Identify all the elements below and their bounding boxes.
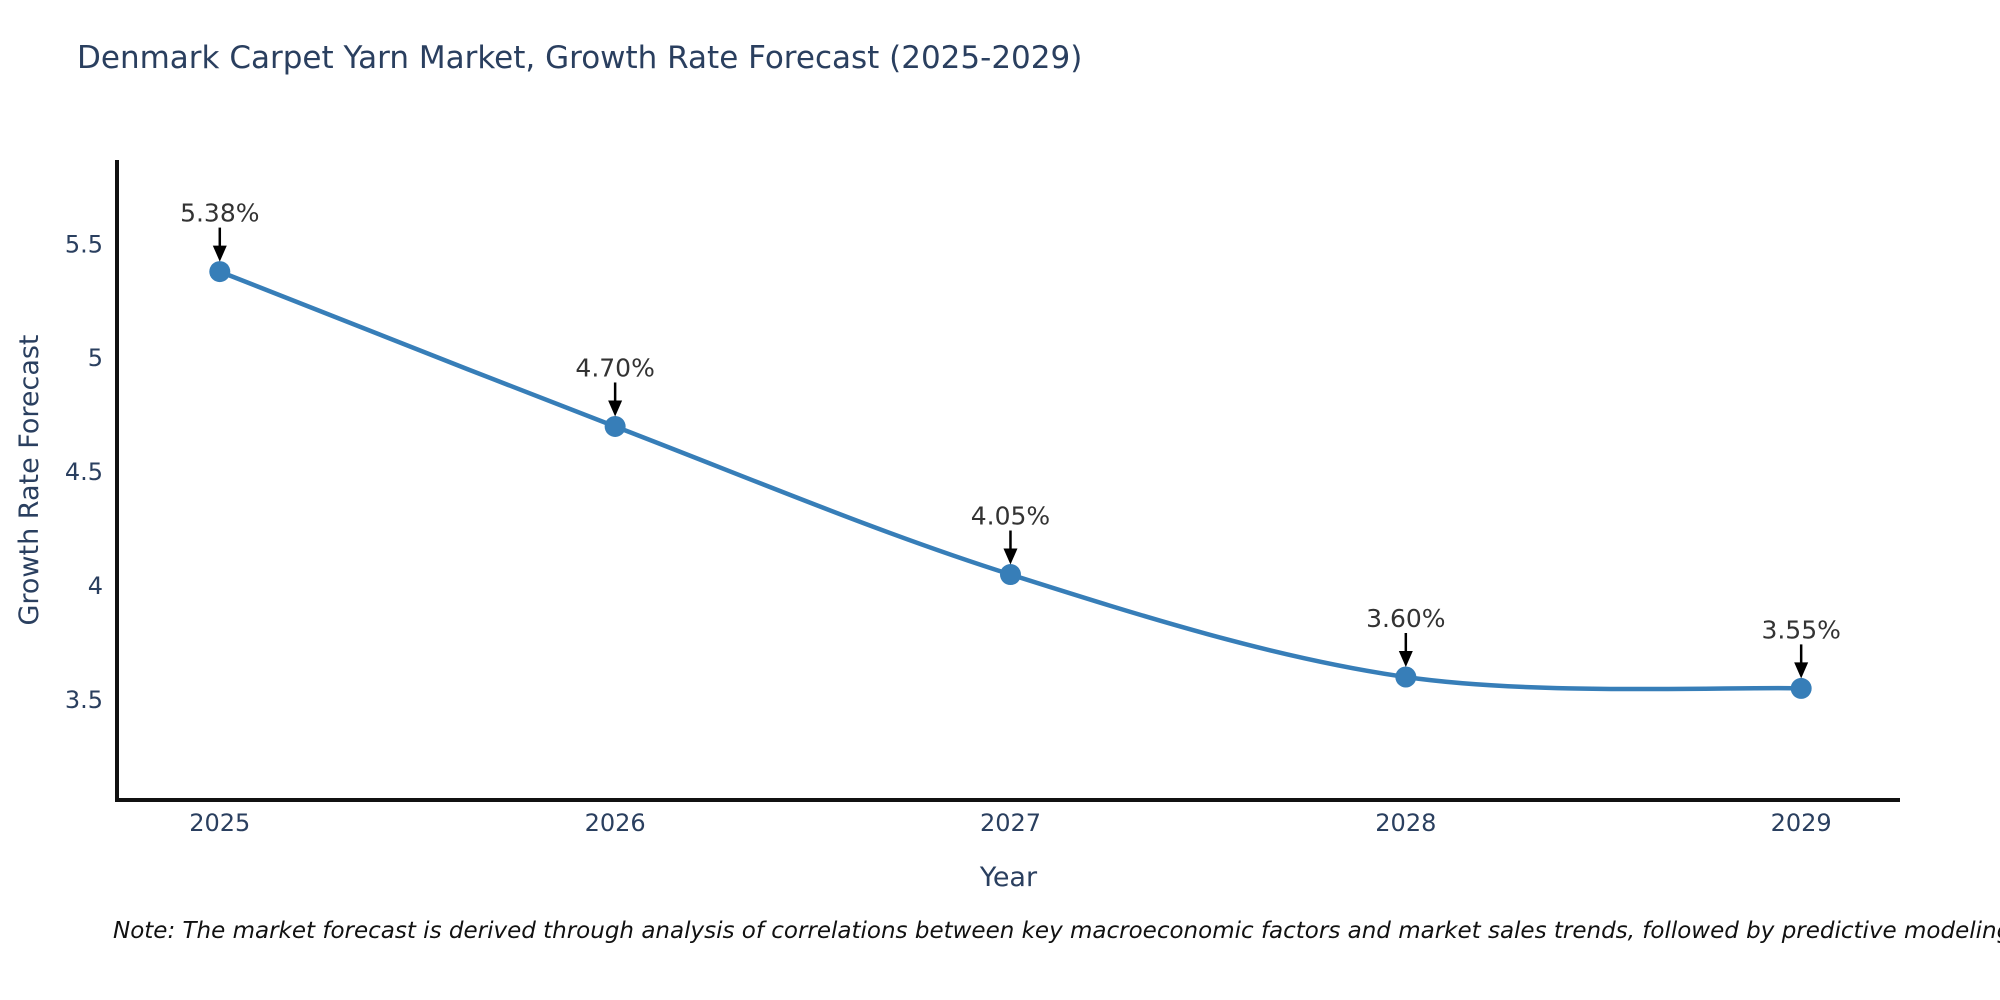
annotation-arrowhead (1794, 662, 1809, 679)
y-tick-label: 4 (88, 572, 103, 600)
footnote: Note: The market forecast is derived thr… (113, 918, 2000, 944)
data-point-marker-2027[interactable] (999, 564, 1021, 586)
point-annotation: 4.05% (971, 502, 1050, 531)
y-tick-label: 4.5 (65, 458, 103, 486)
y-tick-label: 5.5 (65, 230, 103, 258)
annotation-arrowhead (1398, 651, 1413, 668)
x-tick-label: 2025 (189, 809, 250, 837)
data-point-marker-2029[interactable] (1790, 677, 1812, 699)
y-tick-label: 5 (88, 344, 103, 372)
annotation-arrowhead (1003, 548, 1018, 565)
data-point-marker-2026[interactable] (604, 415, 626, 437)
x-tick-label: 2028 (1375, 809, 1436, 837)
data-point-marker-2025[interactable] (209, 261, 231, 283)
x-tick-label: 2027 (980, 809, 1041, 837)
point-annotation: 5.38% (180, 199, 259, 228)
x-tick-label: 2029 (1771, 809, 1832, 837)
point-annotation: 4.70% (575, 353, 654, 382)
y-axis-title: Growth Rate Forecast (14, 334, 45, 625)
chart-title: Denmark Carpet Yarn Market, Growth Rate … (77, 40, 1083, 76)
forecast-line (217, 269, 1804, 692)
data-point-marker-2028[interactable] (1395, 666, 1417, 688)
annotation-arrowhead (608, 400, 623, 417)
point-annotation: 3.55% (1761, 615, 1840, 644)
x-tick-label: 2026 (585, 809, 646, 837)
x-axis-title: Year (979, 862, 1038, 893)
annotation-arrowhead (212, 245, 227, 262)
y-tick-label: 3.5 (65, 686, 103, 714)
point-annotation: 3.60% (1366, 604, 1445, 633)
